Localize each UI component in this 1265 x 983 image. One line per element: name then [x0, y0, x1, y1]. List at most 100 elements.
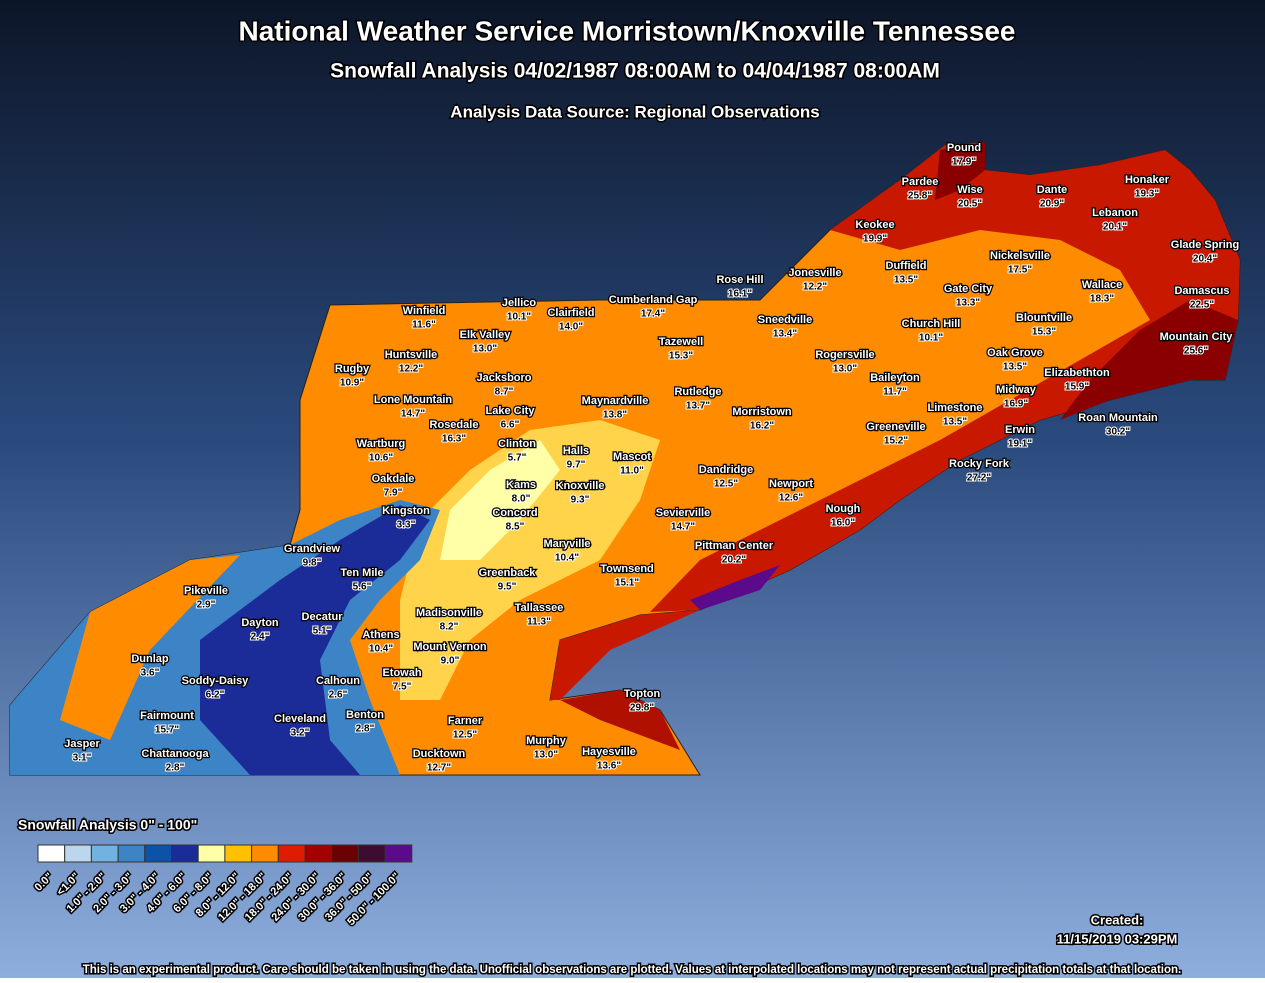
station-value: 3.1" — [73, 753, 92, 764]
station-value: 9.0" — [441, 656, 460, 667]
station-value: 10.9" — [340, 378, 364, 389]
station-name: Elizabethton — [1044, 367, 1110, 379]
station-value: 19.9" — [863, 234, 887, 245]
station-name: Nough — [826, 503, 861, 515]
station-name: Newport — [769, 478, 813, 490]
station-name: Huntsville — [385, 349, 438, 361]
station-name: Ten Mile — [340, 567, 383, 579]
station-name: Keokee — [855, 219, 894, 231]
legend-swatch — [64, 844, 92, 863]
legend-swatch — [144, 844, 173, 863]
station-name: Rocky Fork — [949, 458, 1010, 470]
station-name: Greeneville — [866, 421, 925, 433]
legend-swatch — [357, 844, 386, 863]
legend-swatch — [197, 844, 226, 863]
station-name: Kingston — [382, 505, 430, 517]
station-value: 18.3" — [1090, 294, 1114, 305]
station-value: 14.0" — [559, 322, 583, 333]
station-name: Jacksboro — [476, 372, 531, 384]
station-name: Ducktown — [413, 748, 466, 760]
station-value: 10.1" — [919, 333, 943, 344]
station-value: 13.6" — [597, 761, 621, 772]
station-value: 2.9" — [197, 600, 216, 611]
station-name: Halls — [563, 445, 589, 457]
station-name: Limestone — [927, 402, 982, 414]
station-value: 13.0" — [833, 364, 857, 375]
station-name: Maynardville — [582, 395, 649, 407]
station-name: Dante — [1037, 184, 1068, 196]
station-value: 13.0" — [473, 344, 497, 355]
legend-swatch — [90, 844, 119, 863]
region-red-south — [550, 610, 700, 700]
station-value: 10.1" — [507, 312, 531, 323]
station-value: 6.2" — [206, 690, 225, 701]
station-name: Church Hill — [902, 318, 961, 330]
station-name: Tazewell — [659, 336, 703, 348]
station-value: 10.6" — [369, 453, 393, 464]
station-name: Jellico — [502, 297, 537, 309]
station-value: 8.2" — [440, 622, 459, 633]
station-value: 15.7" — [155, 725, 179, 736]
station-value: 11.7" — [883, 387, 907, 398]
station-name: Decatur — [302, 611, 344, 623]
station-name: Benton — [346, 709, 384, 721]
station-name: Damascus — [1174, 285, 1229, 297]
station-name: Topton — [624, 688, 661, 700]
station-value: 11.3" — [527, 617, 551, 628]
station-value: 13.4" — [773, 329, 797, 340]
station-name: Baileyton — [870, 372, 920, 384]
station-value: 11.6" — [412, 320, 436, 331]
station-value: 13.5" — [943, 417, 967, 428]
station-value: 16.0" — [831, 518, 855, 529]
station-value: 2.8" — [166, 763, 185, 774]
footer: This is an experimental product. Care sh… — [83, 964, 1181, 976]
station-value: 15.3" — [669, 351, 693, 362]
station-name: Gate City — [944, 283, 993, 295]
legend-swatch — [304, 844, 333, 863]
station-name: Hayesville — [582, 746, 636, 758]
region-darkblue — [200, 505, 430, 775]
legend-swatch — [384, 844, 413, 863]
station-name: Maryville — [543, 538, 590, 550]
station-value: 9.8" — [303, 558, 322, 569]
station-value: 14.7" — [671, 522, 695, 533]
station-value: 30.2" — [1106, 427, 1130, 438]
station-value: 13.8" — [603, 410, 627, 421]
station-value: 20.4" — [1193, 254, 1217, 265]
legend-swatch — [224, 844, 253, 863]
station-name: Tallassee — [515, 602, 564, 614]
station-name: Pardee — [902, 176, 939, 188]
station-value: 2.8" — [356, 724, 375, 735]
station-name: Mount Vernon — [413, 641, 487, 653]
station-value: 7.9" — [384, 488, 403, 499]
station-value: 15.9" — [1065, 382, 1089, 393]
station-value: 3.6" — [141, 668, 160, 679]
station-value: 9.3" — [571, 495, 590, 506]
station-name: Fairmount — [140, 710, 194, 722]
station-name: Wise — [957, 184, 983, 196]
legend-swatch — [277, 844, 306, 863]
station-value: 12.5" — [714, 479, 738, 490]
station-name: Lake City — [486, 405, 536, 417]
station-value: 19.3" — [1135, 189, 1159, 200]
station-name: Soddy-Daisy — [182, 675, 250, 687]
station-name: Lone Mountain — [374, 394, 452, 406]
map — [9, 141, 1241, 776]
region-orange-sw — [60, 555, 240, 740]
legend-swatch — [37, 844, 66, 863]
station-name: Pound — [947, 142, 981, 154]
station-value: 20.5" — [958, 199, 982, 210]
station-value: 11.0" — [620, 466, 644, 477]
station-value: 12.5" — [453, 730, 477, 741]
station-value: 15.1" — [615, 578, 639, 589]
station-value: 17.5" — [1008, 265, 1032, 276]
station-name: Rugby — [335, 363, 370, 375]
station-name: Honaker — [1125, 174, 1170, 186]
station-value: 8.7" — [495, 387, 514, 398]
station-value: 8.5" — [506, 522, 525, 533]
legend-swatch — [171, 844, 199, 863]
station-name: Dandridge — [699, 464, 753, 476]
station-name: Townsend — [600, 563, 654, 575]
station-name: Madisonville — [416, 607, 482, 619]
